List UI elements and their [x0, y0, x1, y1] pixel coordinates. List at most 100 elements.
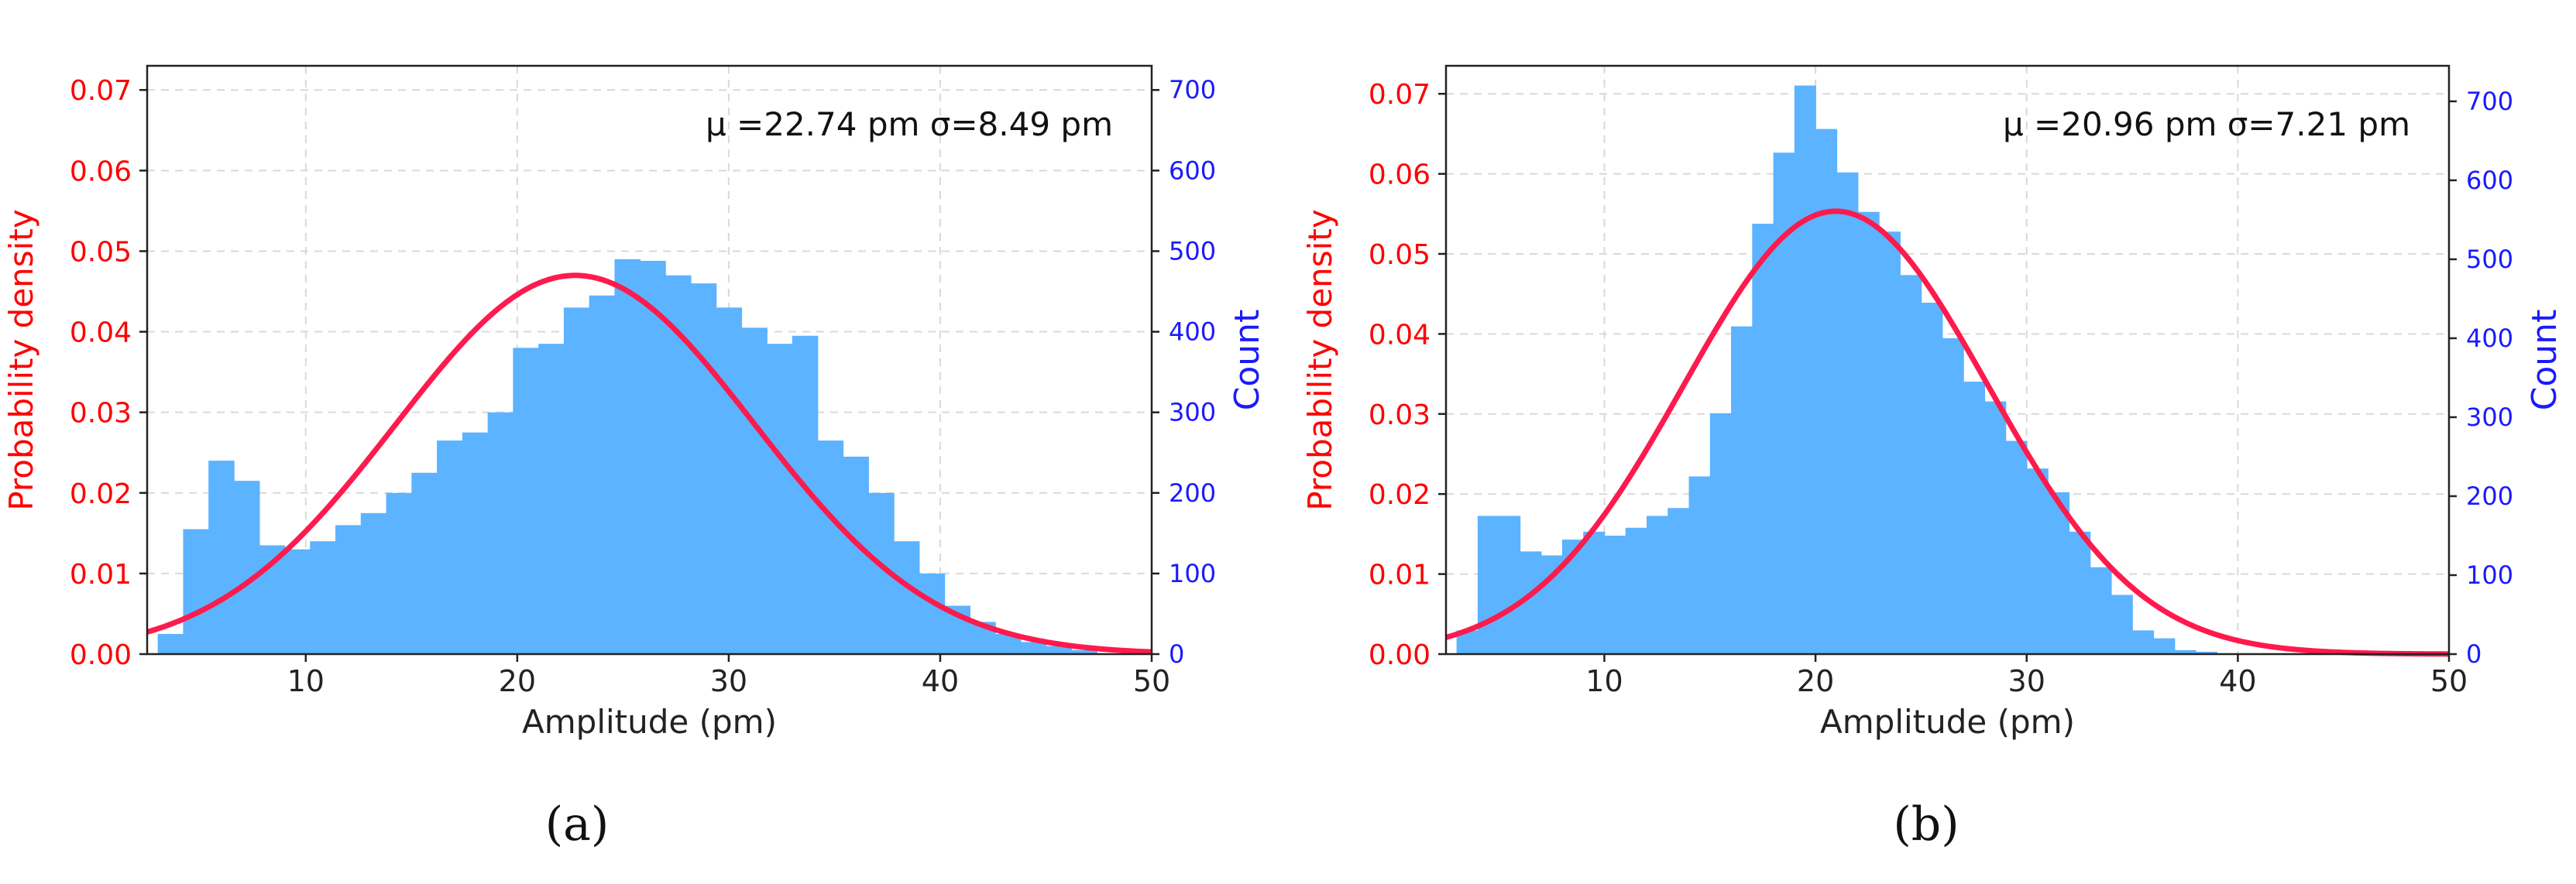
histogram-bar	[513, 348, 539, 654]
histogram-bar	[2005, 440, 2028, 654]
y-right-tick-label: 100	[2466, 560, 2513, 590]
histogram-bar	[1709, 413, 1732, 654]
histogram-bar	[640, 260, 666, 654]
histogram-bar	[589, 295, 616, 654]
histogram-bar	[817, 440, 844, 654]
y-right-tick-label: 400	[2466, 324, 2513, 353]
histogram-bar	[1688, 476, 1711, 654]
histogram-bar	[1071, 649, 1097, 654]
x-tick-label: 10	[287, 664, 325, 698]
normal-fit-curve	[1445, 208, 2450, 657]
y-left-tick-label: 0.07	[70, 75, 132, 107]
histogram-bar	[2026, 468, 2049, 654]
histogram-bar	[462, 432, 489, 654]
histogram-bar	[767, 344, 793, 654]
histogram-bar	[1900, 275, 1922, 654]
y-left-tick-label: 0.06	[1369, 159, 1431, 191]
y-left-tick-label: 0.03	[1369, 399, 1431, 431]
histogram-bar	[1583, 531, 1606, 654]
y-right-tick-label: 100	[1169, 559, 1216, 588]
histogram-bar	[437, 440, 463, 654]
y-left-tick-label: 0.01	[1369, 560, 1431, 591]
y-left-tick-label: 0.02	[1369, 479, 1431, 511]
x-tick-label: 10	[1585, 664, 1623, 698]
histogram-bar	[690, 283, 717, 654]
x-tick-label: 20	[1797, 664, 1834, 698]
histogram-bar	[360, 512, 387, 654]
histogram-bar	[614, 259, 641, 654]
histogram-bar	[1984, 401, 2007, 654]
histogram-bar	[1499, 516, 1521, 654]
y-left-tick-label: 0.00	[1369, 639, 1431, 671]
y-right-axis-label: Count	[1228, 310, 1267, 411]
x-tick-label: 50	[2430, 664, 2468, 698]
y-right-axis-label: Count	[2525, 310, 2564, 411]
y-left-tick-label: 0.02	[70, 478, 132, 510]
y-left-tick-label: 0.03	[70, 398, 132, 430]
histogram-bar	[1963, 382, 1986, 654]
histogram-bar	[2132, 630, 2155, 654]
y-left-tick-label: 0.05	[70, 236, 132, 268]
histogram-bar	[1731, 326, 1753, 654]
y-right-tick-label: 600	[1169, 156, 1216, 185]
y-right-tick-label: 0	[1169, 639, 1184, 669]
histogram-bar	[1668, 508, 1690, 654]
histogram-bar	[1921, 303, 1943, 654]
histogram-bar	[1942, 337, 1964, 654]
histogram-bar	[487, 412, 514, 654]
y-right-tick-label: 400	[1169, 317, 1216, 347]
histogram-bar	[716, 307, 743, 654]
panel-a: 10 20 30 40 50 0.00 0.01 0.02 0.03 0.04 0.05 0.06 0.…	[2, 64, 1267, 851]
histogram-bar	[233, 481, 260, 654]
axes-frame	[146, 64, 1153, 656]
histogram-bar	[2153, 638, 2176, 654]
y-right-tick-label: 600	[2466, 166, 2513, 195]
histogram-bar	[919, 573, 946, 654]
histogram-bar	[538, 344, 565, 654]
histogram-bar	[1625, 527, 1647, 654]
histogram-bar	[1604, 535, 1626, 654]
y-right-tick-label: 300	[1169, 398, 1216, 427]
y-right-tick-label: 300	[2466, 403, 2513, 432]
histogram-bar	[1815, 128, 1838, 655]
y-left-tick-label: 0.01	[70, 559, 132, 591]
x-tick-label: 30	[2008, 664, 2045, 698]
y-left-tick-label: 0.04	[70, 317, 132, 349]
y-right-tick-label: 200	[1169, 478, 1216, 508]
histogram-bar	[284, 549, 311, 654]
y-left-axis-label: Probability density	[1301, 209, 1339, 510]
histogram-bar	[2195, 651, 2217, 654]
y-right-tick-label: 700	[2466, 87, 2513, 116]
histogram-bar	[893, 541, 920, 654]
histogram-bar	[2174, 649, 2196, 654]
histogram-bar	[2111, 594, 2133, 654]
normal-fit-curve	[146, 272, 1152, 655]
histogram-bar	[1020, 642, 1047, 654]
histogram-bar	[1878, 231, 1901, 655]
histogram-bar	[1794, 85, 1816, 654]
y-left-axis-label: Probability density	[2, 209, 40, 510]
histogram-bar	[1836, 172, 1859, 654]
y-right-tick-label: 0	[2466, 639, 2482, 669]
axes-frame	[1444, 64, 2451, 656]
panel-label: (a)	[545, 797, 610, 851]
x-axis-label: Amplitude (pm)	[522, 703, 777, 741]
histogram-bar	[157, 633, 184, 654]
y-left-tick-label: 0.00	[70, 639, 132, 671]
histogram-bar	[208, 461, 235, 654]
histogram-bar	[563, 307, 590, 654]
histogram-bar	[183, 529, 209, 654]
y-left-tick-label: 0.06	[70, 156, 132, 187]
histogram-bar	[411, 472, 438, 654]
x-tick-label: 40	[2219, 664, 2256, 698]
histogram-bar	[1647, 516, 1669, 654]
x-axis-label: Amplitude (pm)	[1820, 703, 2075, 741]
x-tick-label: 50	[1133, 664, 1170, 698]
panel-label: (b)	[1893, 797, 1959, 851]
y-left-tick-label: 0.04	[1369, 319, 1431, 351]
histogram-bar	[2048, 492, 2070, 654]
histogram-bar	[843, 456, 869, 654]
histogram-bar	[1857, 211, 1880, 654]
fit-annotation: μ =22.74 pm σ=8.49 pm	[706, 105, 1113, 143]
histogram-bar	[2090, 567, 2112, 654]
